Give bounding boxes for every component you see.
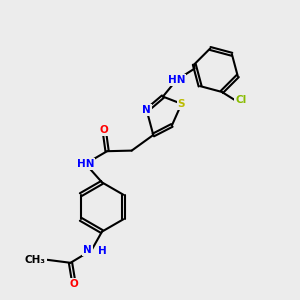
- Text: HN: HN: [77, 159, 94, 169]
- Text: O: O: [70, 279, 79, 290]
- Text: Cl: Cl: [235, 95, 247, 105]
- Text: O: O: [100, 124, 109, 135]
- Text: CH₃: CH₃: [25, 255, 46, 265]
- Text: N: N: [142, 105, 151, 116]
- Text: N: N: [83, 245, 92, 255]
- Text: H: H: [98, 246, 107, 256]
- Text: S: S: [178, 99, 185, 109]
- Text: HN: HN: [168, 75, 185, 85]
